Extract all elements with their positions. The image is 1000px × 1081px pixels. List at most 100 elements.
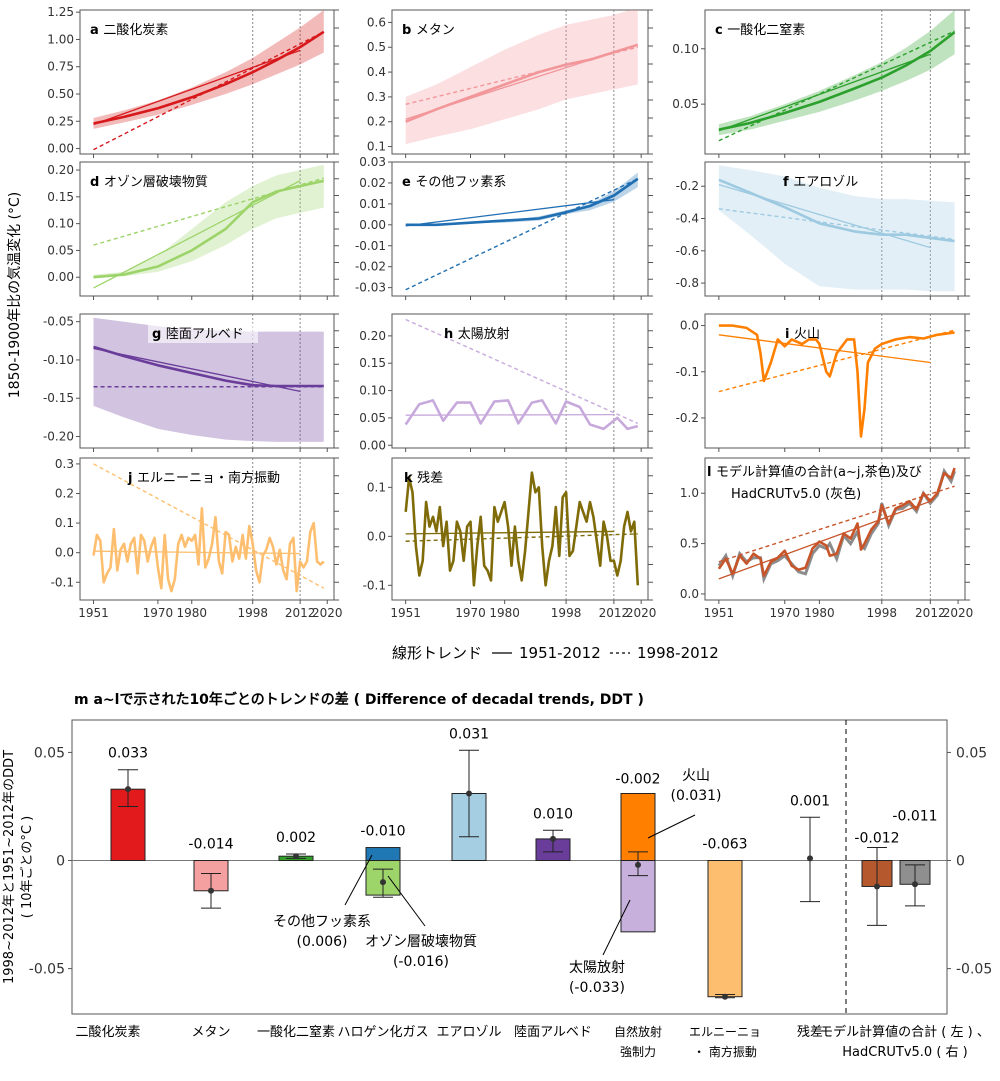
panel-title-text: k 残差: [404, 471, 443, 486]
category-label: メタン: [191, 1025, 230, 1040]
x-tick-label: 2012: [915, 606, 946, 620]
annotation-fluorinated-label: その他フッ素系: [273, 914, 371, 930]
panel-title: h 太陽放射: [444, 326, 510, 342]
x-tick-label: 1980: [176, 606, 207, 620]
y-tick-label: 0: [56, 854, 65, 870]
panel-title-text: f エアロゾル: [783, 175, 858, 190]
panel-title: j エルニーニョ・南方振動: [127, 470, 280, 486]
category-label: 残差: [797, 1025, 823, 1040]
trend-solid-line: [718, 500, 931, 580]
bar-y-axis-subtitle: ( 10年ごとの°C ): [19, 816, 35, 918]
panel-letter: c: [715, 23, 727, 38]
y-tick-label: 0.01: [359, 197, 386, 211]
x-tick-label: 1998: [867, 606, 898, 620]
panel-j: -0.1 0.0 0.1 0.2 0.3 1951 1970 1980 1998 20122020…: [51, 457, 343, 620]
panel-f: -0.8 -0.6 -0.4 -0.2 f エアロゾル: [676, 161, 970, 300]
x-tick-label: 2020: [943, 606, 974, 620]
y-tick-label: 1.0: [680, 486, 699, 500]
annotation-fluorinated-value: (0.006): [296, 934, 347, 950]
panel-title: e その他フッ素系: [402, 175, 506, 190]
y-tick-label: 0.1: [367, 140, 386, 154]
category-label: 自然放射: [614, 1024, 662, 1039]
x-tick-label: 2020: [312, 606, 343, 620]
y-tick-label: -0.2: [676, 179, 699, 193]
y-tick-label-right: 0: [956, 854, 965, 870]
y-tick-label: 0.05: [359, 411, 386, 425]
bar-value-label: 0.001: [790, 793, 830, 809]
bar-value-label: 0.033: [108, 746, 148, 762]
y-tick-label: -0.6: [676, 244, 699, 258]
category-label: 二酸化炭素: [75, 1025, 140, 1040]
bar-co2: [110, 788, 146, 862]
central-estimate-point: [550, 835, 556, 842]
trend-solid-line: [718, 183, 931, 249]
central-estimate-point: [125, 786, 131, 793]
central-estimate-point: [380, 879, 386, 886]
central-estimate-point: [807, 855, 813, 862]
central-estimate-point: [293, 853, 299, 860]
category-label: ・ 南方振動: [693, 1044, 757, 1059]
panel-d: 0.00 0.05 0.10 0.15 0.20 d オゾン層破壊物質: [47, 161, 339, 300]
plot-area: [93, 164, 325, 289]
y-tick-label: 0.5: [680, 537, 699, 551]
panel-title-text: j エルニーニョ・南方振動: [127, 470, 280, 486]
bar-value-label: -0.014: [188, 837, 233, 853]
category-label: 陸面アルベド: [514, 1024, 592, 1040]
y-tick-label: 0.4: [367, 65, 386, 79]
panel-name: エルニーニョ・南方振動: [137, 470, 280, 486]
x-tick-label: 1998: [551, 606, 582, 620]
panel-letter: j: [127, 471, 137, 486]
y-tick-label: 0.2: [55, 487, 74, 501]
uncertainty-band: [93, 317, 324, 442]
y-axis-title: 1850-1900年比の気温変化 (°C): [6, 192, 23, 398]
category-label: エアロゾル: [436, 1025, 501, 1040]
panel-title-text: a 二酸化炭素: [90, 23, 168, 38]
trend-solid-line: [93, 180, 301, 289]
series-line: [405, 177, 639, 227]
panel-frame: [704, 161, 966, 297]
bar-value-label: 0.031: [449, 726, 489, 742]
central-estimate-point: [635, 861, 641, 868]
plot-area: [93, 317, 324, 442]
y-tick-label: -0.05: [29, 962, 65, 978]
panel-letter: i: [785, 327, 794, 342]
panel-name: 火山: [794, 327, 820, 342]
panel-c: 0.05 0.10 c 一酸化二窒素: [672, 9, 970, 158]
panel-name: 一酸化二窒素: [727, 22, 805, 38]
y-tick-label: 0.25: [47, 114, 74, 128]
y-tick-label: 1.00: [47, 32, 74, 46]
y-tick-label: 0.10: [47, 217, 74, 231]
y-tick-label: 0.15: [47, 190, 74, 204]
bar-enso: [707, 860, 743, 998]
panel-name: 陸面アルベド: [166, 326, 244, 342]
annotation-volcanic-value: (0.031): [670, 788, 721, 804]
y-tick-label: 0.10: [359, 384, 386, 398]
panel-e: -0.03 -0.02 -0.01 0.00 0.01 0.02 0.03 e その他フッ素系: [355, 155, 653, 300]
y-tick-label: 0.1: [55, 516, 74, 530]
y-tick-label: -0.1: [363, 578, 386, 592]
y-tick-label: 0.3: [367, 90, 386, 104]
annotation-fluorinated-leader: [344, 854, 373, 906]
trend-solid-line: [405, 199, 614, 227]
panel-letter: g: [152, 327, 166, 342]
trend-dashed-line: [93, 463, 325, 589]
trend-dashed-line: [718, 329, 955, 393]
y-tick-label: -0.05: [43, 315, 74, 329]
y-tick-label: 0.20: [359, 329, 386, 343]
trend-solid-line: [93, 550, 301, 555]
y-tick-label: 0.10: [672, 42, 699, 56]
plot-area: [718, 165, 955, 292]
panel-frame: [391, 313, 649, 449]
x-tick-label: 2012: [285, 606, 316, 620]
trend-solid-line: [405, 413, 614, 416]
y-tick-label: 1.25: [47, 5, 74, 19]
panel-name: エアロゾル: [793, 175, 858, 190]
panel-title-line2: HadCRUTv5.0 (灰色): [731, 486, 861, 502]
y-tick-label: 0.2: [367, 115, 386, 129]
panel-h: 0.00 0.05 0.10 0.15 0.20 h 太陽放射: [359, 313, 653, 452]
legend: 線形トレンド 1951-2012 1998-2012: [392, 644, 719, 662]
panel-letter: k: [404, 471, 417, 486]
series-line: [718, 31, 956, 131]
